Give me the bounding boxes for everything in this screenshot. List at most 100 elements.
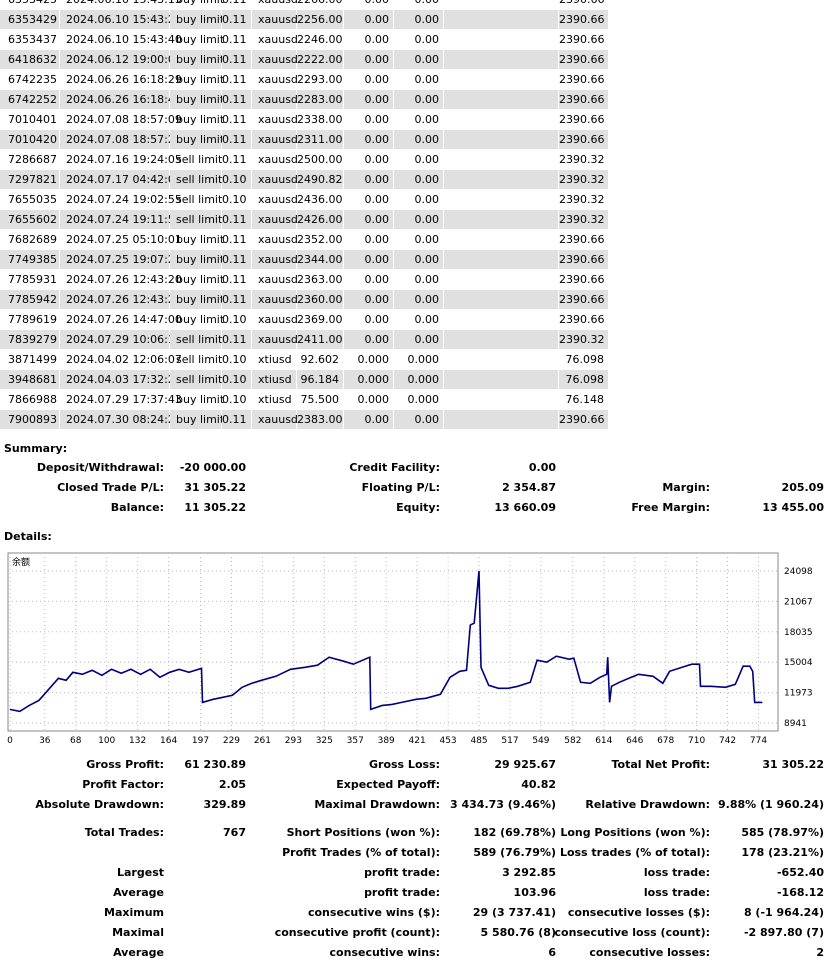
chart-x-tick-label: 164: [160, 736, 177, 746]
table-cell: 0.00: [344, 90, 394, 109]
table-cell: 96.184: [297, 370, 344, 389]
table-cell: 6353437: [0, 30, 60, 49]
table-cell: 0.00: [394, 410, 444, 429]
table-cell: 0.10: [222, 370, 252, 389]
table-cell: xauusd: [252, 270, 298, 289]
table-row: 7682689 2024.07.25 05:10:01 buy limit 0.11 x…: [0, 230, 832, 250]
table-cell: 2490.82: [297, 170, 344, 189]
avg-wins-value: 6: [548, 946, 556, 959]
table-cell: 0.000: [394, 390, 444, 409]
table-cell: 6742252: [0, 90, 60, 109]
maximal-label: Maximal: [112, 926, 164, 939]
largest-loss-value: -652.40: [776, 866, 824, 879]
table-cell: 2360.00: [297, 290, 344, 309]
table-cell: 0.000: [394, 350, 444, 369]
table-cell: [609, 150, 832, 169]
table-cell: 0.11: [222, 330, 252, 349]
table-cell: buy limit: [170, 0, 224, 9]
table-cell: 0.11: [222, 410, 252, 429]
table-cell: 0.11: [222, 90, 252, 109]
balance-chart: 余额 0 36 68 100 132 164 197 229 261 293 325 357 389 42…: [7, 552, 813, 746]
table-cell: [609, 290, 832, 309]
summary-title: Summary:: [4, 442, 68, 455]
table-cell: 0.11: [222, 290, 252, 309]
table-cell: 0.00: [394, 10, 444, 29]
closed-pl-label: Closed Trade P/L:: [57, 481, 164, 494]
table-cell: [609, 130, 832, 149]
table-cell: [609, 50, 832, 69]
table-cell: xtiusd: [252, 370, 297, 389]
table-cell: 0.00: [344, 130, 394, 149]
table-cell: buy limit: [170, 230, 224, 249]
table-cell: [609, 110, 832, 129]
short-positions-label: Short Positions (won %):: [286, 826, 440, 839]
table-cell: 0.00: [394, 170, 444, 189]
chart-x-tick-label: 100: [98, 736, 115, 746]
table-cell: 0.000: [394, 370, 444, 389]
floating-pl-label: Floating P/L:: [361, 481, 440, 494]
table-cell: sell limit: [170, 210, 222, 229]
table-cell: 2500.00: [297, 150, 344, 169]
table-cell: 0.00: [344, 190, 394, 209]
table-cell: [444, 110, 559, 129]
table-cell: buy limit: [170, 70, 224, 89]
rel-drawdown-value: 9.88% (1 960.24): [718, 798, 824, 811]
table-cell: 0.11: [222, 70, 252, 89]
chart-x-tick-label: 710: [688, 736, 705, 746]
chart-y-tick-label: 15004: [784, 658, 813, 668]
table-cell: [444, 230, 559, 249]
table-cell: [444, 250, 559, 269]
table-cell: 2352.00: [297, 230, 344, 249]
table-cell: 6418632: [0, 50, 60, 69]
profit-factor-label: Profit Factor:: [82, 778, 164, 791]
maximum-label: Maximum: [104, 906, 164, 919]
table-cell: 0.00: [344, 10, 394, 29]
table-cell: 0.10: [222, 310, 252, 329]
margin-value: 205.09: [781, 481, 824, 494]
average-loss-value: -168.12: [776, 886, 824, 899]
table-cell: [444, 170, 559, 189]
chart-x-tick-label: 485: [470, 736, 487, 746]
table-cell: 0.00: [394, 230, 444, 249]
table-cell: 7785942: [0, 290, 60, 309]
table-cell: xauusd: [252, 190, 298, 209]
chart-y-tick-label: 24098: [784, 567, 813, 577]
table-cell: 0.11: [222, 230, 252, 249]
table-cell: [444, 290, 559, 309]
total-trades-value: 767: [223, 826, 246, 839]
table-cell: 2390.66: [559, 130, 609, 149]
table-cell: 2390.66: [559, 290, 609, 309]
table-cell: 2024.06.10 15:43:15: [60, 0, 182, 9]
table-cell: buy limit: [170, 250, 224, 269]
table-cell: 6742235: [0, 70, 60, 89]
table-row: 3871499 2024.04.02 12:06:07 sell limit 0.10…: [0, 350, 832, 370]
table-cell: [444, 210, 559, 229]
table-cell: 7655035: [0, 190, 60, 209]
chart-y-tick-label: 8941: [784, 719, 807, 729]
table-cell: [444, 330, 559, 349]
table-cell: xauusd: [252, 210, 298, 229]
table-cell: 2024.07.25 19:07:27: [60, 250, 182, 269]
table-cell: [444, 350, 559, 369]
table-cell: 2411.00: [297, 330, 344, 349]
long-positions-value: 585 (78.97%): [741, 826, 824, 839]
table-cell: buy limit: [170, 270, 224, 289]
table-cell: 2390.32: [559, 170, 609, 189]
table-cell: [444, 0, 559, 9]
table-cell: 0.11: [222, 270, 252, 289]
table-cell: 0.10: [222, 350, 252, 369]
max-losses-label: consecutive losses ($):: [567, 906, 710, 919]
average-label: Average: [113, 886, 164, 899]
table-cell: 0.11: [222, 0, 252, 9]
average-profit-value: 103.96: [513, 886, 556, 899]
table-cell: 2024.07.08 18:57:27: [60, 130, 182, 149]
table-row: 7655602 2024.07.24 19:11:53 sell limit 0.11…: [0, 210, 832, 230]
chart-x-tick-label: 132: [129, 736, 146, 746]
table-cell: 2383.00: [297, 410, 344, 429]
table-cell: 6353425: [0, 0, 60, 9]
table-cell: buy limit: [170, 90, 224, 109]
free-margin-value: 13 455.00: [762, 501, 824, 514]
table-cell: [609, 30, 832, 49]
balance-label: Balance:: [110, 501, 164, 514]
table-row: 7785942 2024.07.26 12:43:29 buy limit 0.11 x…: [0, 290, 832, 310]
